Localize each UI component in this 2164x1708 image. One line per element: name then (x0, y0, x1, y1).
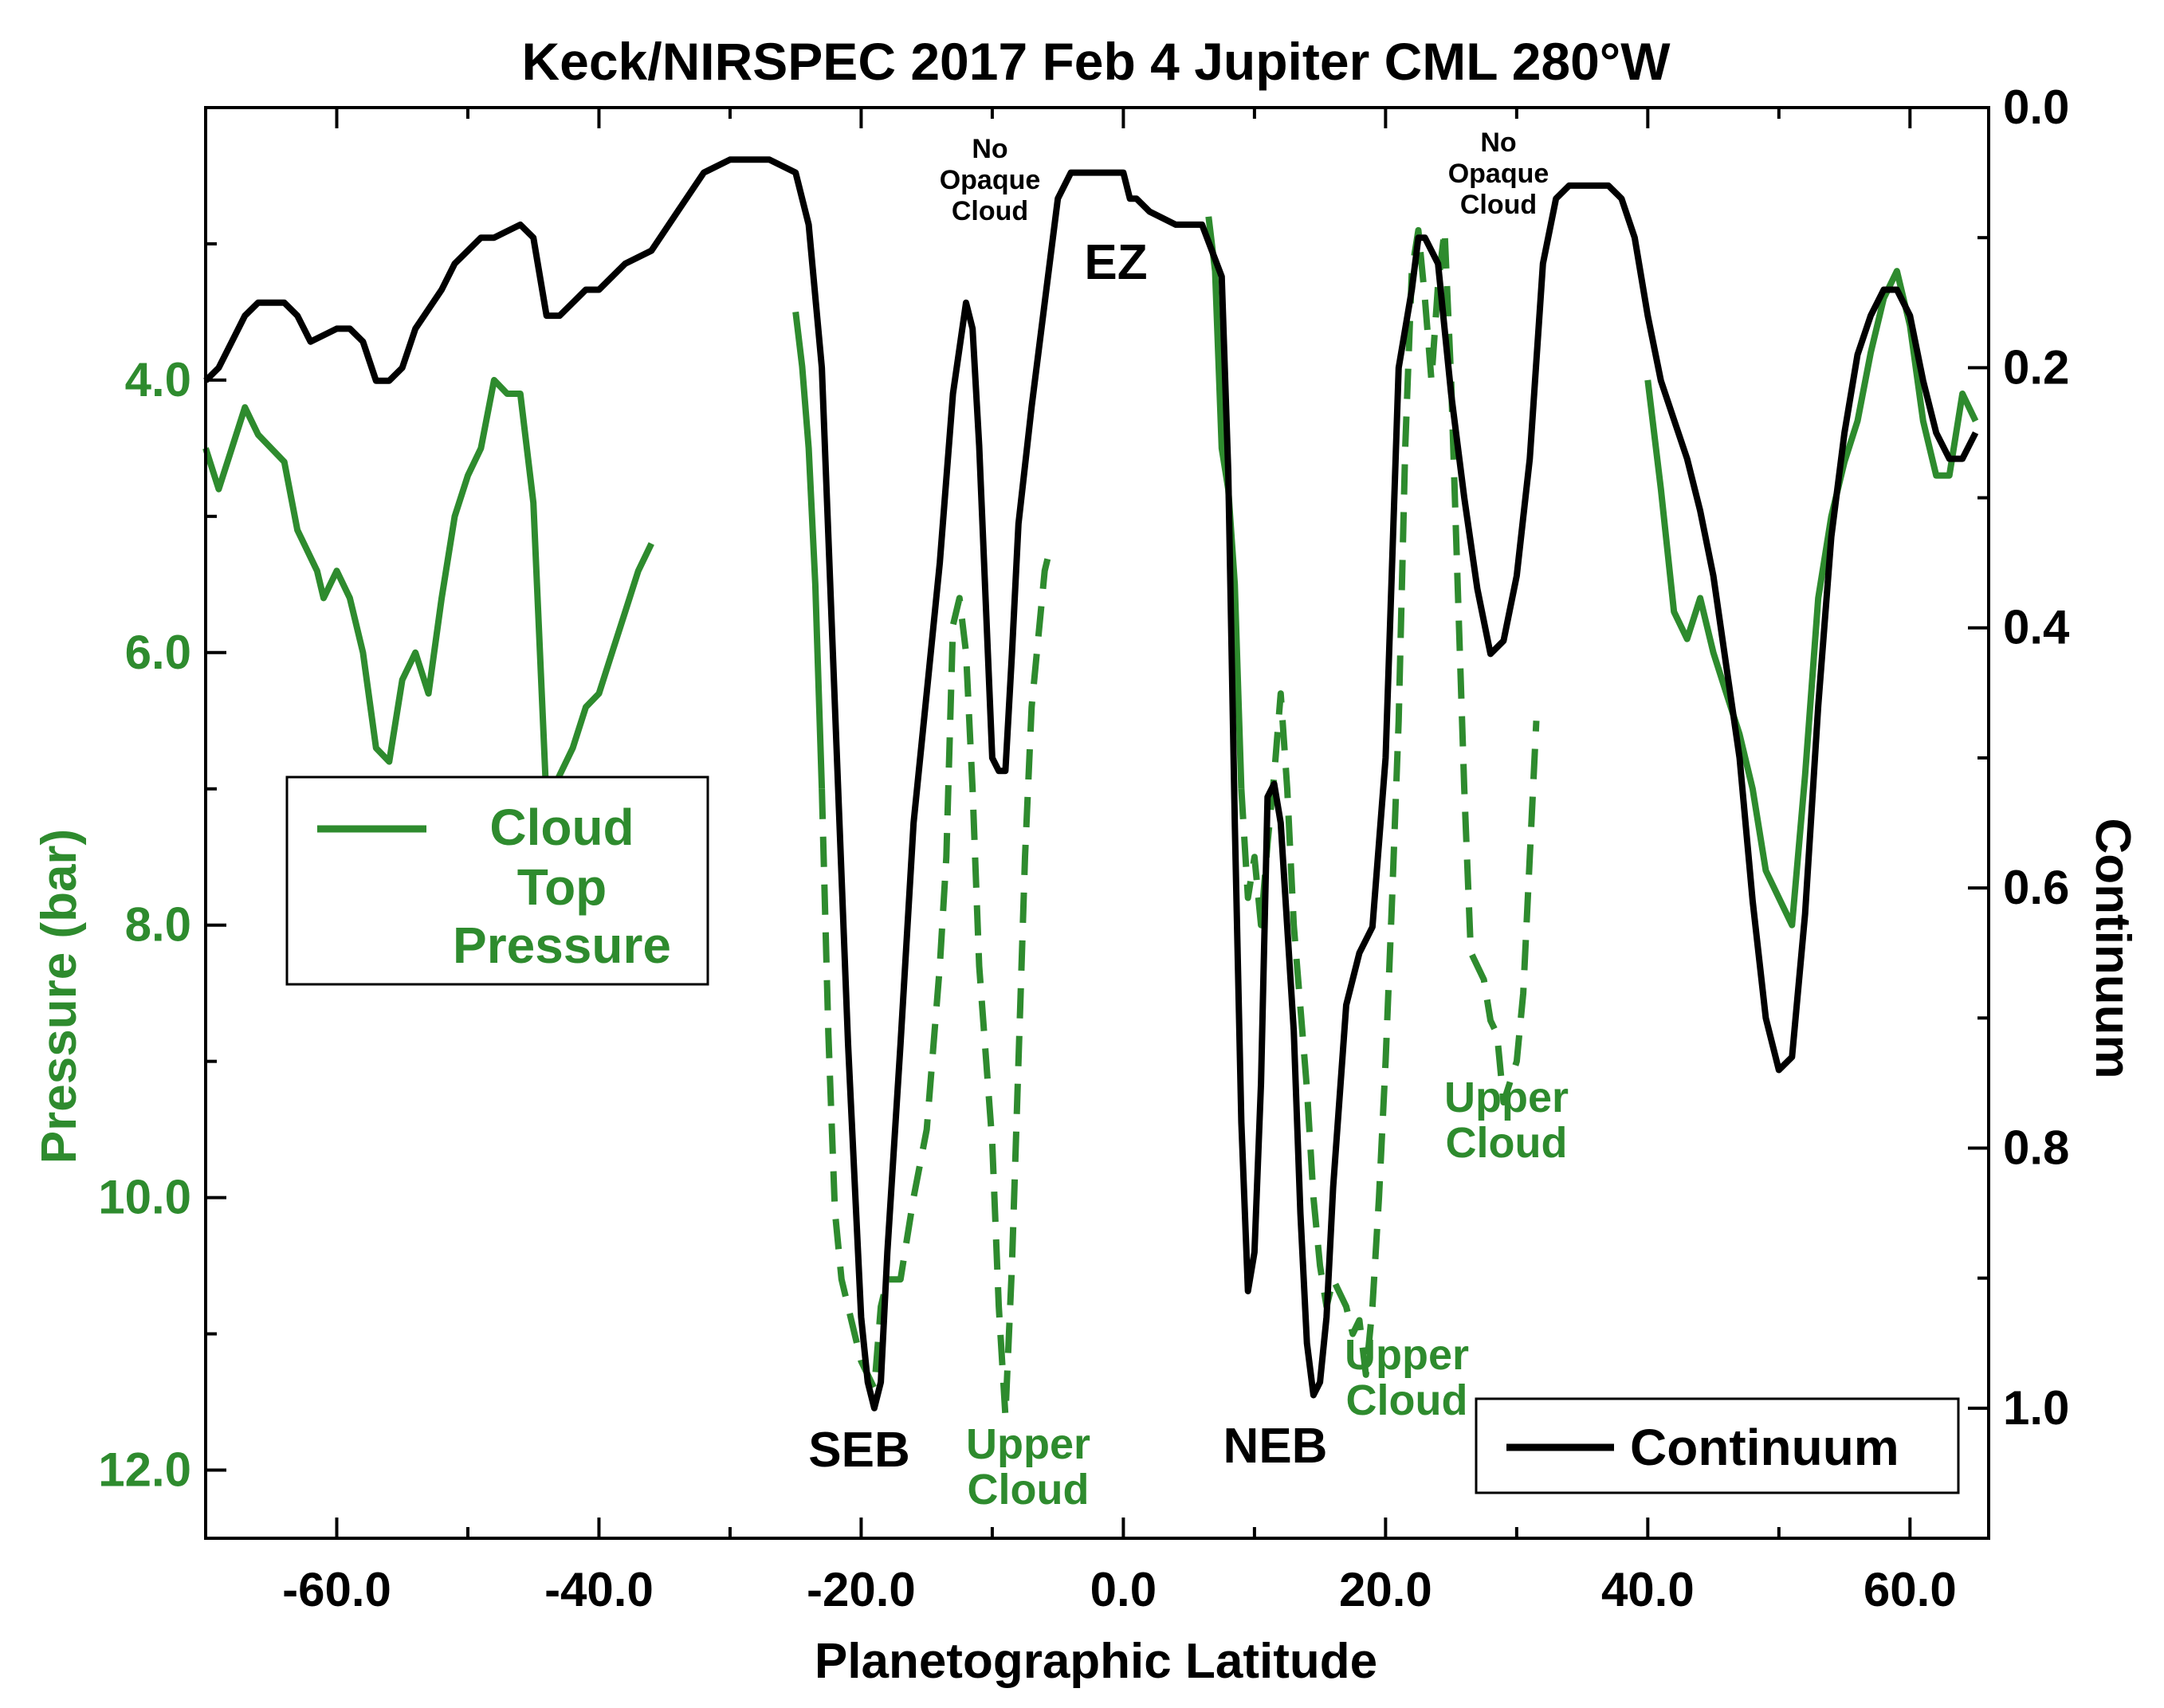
cloud-series-segment-2 (792, 311, 826, 789)
axes-layer: -60.0 -40.0 -20.0 0.0 20.0 40.0 60.0 4.0 6.0 8.0 1… (98, 80, 2070, 1616)
plot-frame (204, 106, 1990, 1540)
y-right-tick-label: 0.0 (2003, 80, 2069, 134)
x-tick-label: -20.0 (807, 1563, 916, 1616)
annotation-seb: SEB (808, 1423, 909, 1478)
y-axis-right-label: Continuum (2085, 818, 2140, 1078)
annotation-no-opaque-2-line2: Opaque (1448, 159, 1549, 189)
y-left-tick-label: 8.0 (125, 898, 191, 952)
annotation-no-opaque-1-line2: Opaque (940, 165, 1041, 195)
x-tick-label: -40.0 (544, 1563, 654, 1616)
data-layer (202, 156, 1979, 1419)
x-tick-label: 0.0 (1090, 1563, 1157, 1616)
annotation-no-opaque-1-line3: Cloud (952, 196, 1028, 226)
cloud-series-segment-5 (1238, 226, 1540, 1378)
continuum-series-line (203, 156, 1979, 1412)
y-right-tick-label: 0.2 (2003, 340, 2069, 394)
y-left-tick-label: 4.0 (125, 353, 191, 406)
x-tick-label: 40.0 (1601, 1563, 1695, 1616)
cloud-series-segment-6 (1644, 268, 1979, 929)
x-axis-label: Planetographic Latitude (815, 1634, 1377, 1689)
chart-title: Keck/NIRSPEC 2017 Feb 4 Jupiter CML 280°… (521, 32, 1671, 91)
annotation-upper-cloud-1-line2: Cloud (968, 1466, 1090, 1514)
cloud-series-segment-1 (202, 376, 654, 806)
legend-continuum-label: Continuum (1630, 1419, 1899, 1476)
cloud-series-segment-3 (819, 543, 1055, 1419)
annotation-upper-cloud-2-line1: Upper (1345, 1331, 1469, 1379)
legend-cloud-label-1: Cloud (489, 799, 634, 856)
legend-continuum: Continuum (1475, 1397, 1960, 1494)
y-right-tick-label: 0.6 (2003, 861, 2069, 914)
annotation-upper-cloud-1-line1: Upper (966, 1420, 1090, 1468)
y-left-tick-label: 6.0 (125, 626, 191, 679)
y-left-tick-label: 10.0 (98, 1171, 191, 1224)
annotation-upper-cloud-2-line2: Cloud (1346, 1376, 1468, 1424)
x-tick-label: 60.0 (1864, 1563, 1957, 1616)
annotation-no-opaque-2-line1: No (1480, 128, 1516, 158)
annotations: SEB NEB EZ No Opaque Cloud No Opaque Clo… (808, 128, 1569, 1514)
y-right-tick-label: 0.4 (2003, 601, 2070, 654)
x-tick-label: 20.0 (1339, 1563, 1432, 1616)
legend-cloud: Cloud Top Pressure (285, 775, 709, 986)
annotation-no-opaque-1-line1: No (972, 134, 1007, 164)
legend-cloud-label-3: Pressure (453, 917, 671, 974)
y-right-tick-label: 0.8 (2003, 1121, 2069, 1174)
y-left-tick-label: 12.0 (98, 1443, 191, 1497)
annotation-upper-cloud-3-line1: Upper (1444, 1074, 1569, 1121)
y-right-tick-label: 1.0 (2003, 1381, 2069, 1435)
annotation-ez: EZ (1084, 235, 1147, 290)
legend-cloud-box (285, 775, 709, 986)
x-tick-label: -60.0 (282, 1563, 391, 1616)
legend-cloud-label-2: Top (517, 858, 607, 916)
y-axis-left-label: Pressure (bar) (32, 829, 87, 1164)
annotation-upper-cloud-3-line2: Cloud (1446, 1119, 1568, 1167)
annotation-neb: NEB (1223, 1419, 1328, 1474)
annotation-no-opaque-2-line3: Cloud (1460, 190, 1537, 220)
